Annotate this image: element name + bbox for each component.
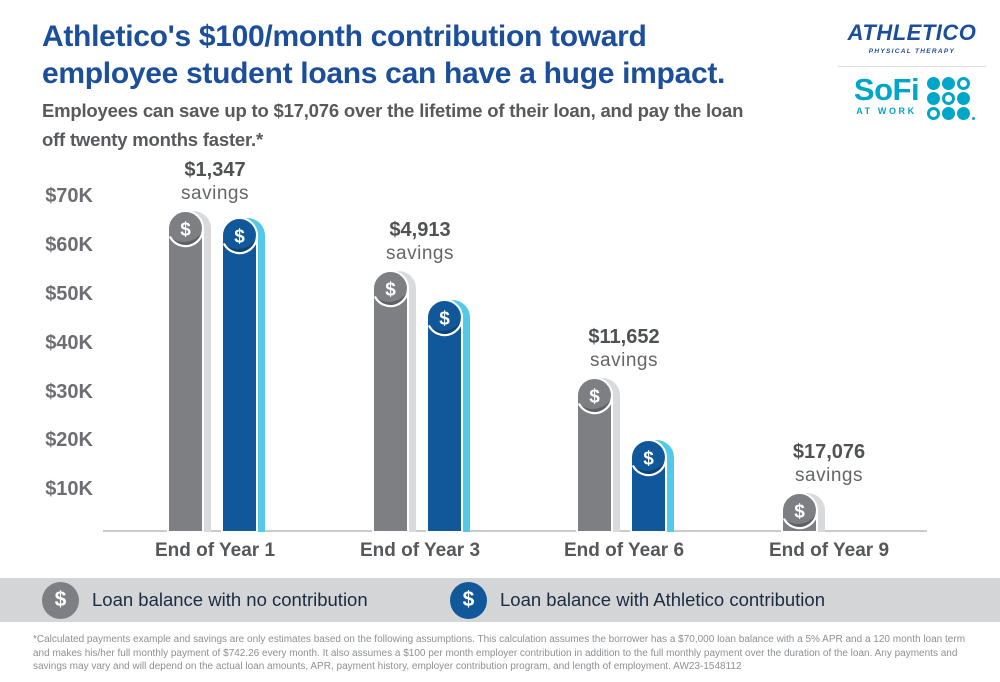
ring-icon bbox=[942, 92, 956, 105]
legend-label: Loan balance with Athletico contribution bbox=[500, 589, 825, 610]
y-tick: $10K bbox=[45, 478, 93, 501]
trademark-dot-icon bbox=[971, 116, 976, 120]
dot-icon bbox=[957, 92, 971, 105]
ring-icon bbox=[957, 77, 971, 90]
svg-text:$: $ bbox=[439, 309, 450, 330]
x-axis-line bbox=[103, 530, 927, 532]
savings-amount: $4,913 bbox=[389, 219, 451, 241]
bar-no-contribution-year-2: $ bbox=[576, 377, 620, 533]
bar-with-contribution-year-0: $ bbox=[221, 217, 265, 533]
sofi-wordmark-block: SoFi AT WORK bbox=[853, 72, 920, 116]
svg-text:$: $ bbox=[794, 502, 805, 523]
subtitle-line-1: Employees can save up to $17,076 over th… bbox=[42, 100, 744, 121]
savings-word: savings bbox=[795, 465, 863, 486]
dot-icon bbox=[942, 77, 956, 90]
title-line-2: employee student loans can have a huge i… bbox=[42, 57, 726, 90]
title-line-1: Athletico's $100/month contribution towa… bbox=[42, 20, 647, 53]
dot-icon bbox=[957, 107, 971, 120]
athletico-logo: ATHLETICO PHYSICAL THERAPY bbox=[836, 20, 988, 55]
bar-no-contribution-year-0: $ bbox=[167, 210, 211, 533]
x-axis-label: End of Year 9 bbox=[768, 540, 890, 561]
savings-label: $1,347 savings bbox=[135, 158, 295, 205]
dot-icon bbox=[927, 77, 941, 90]
savings-amount: $17,076 bbox=[792, 441, 866, 463]
y-tick: $30K bbox=[45, 380, 93, 403]
bar-with-contribution-year-1: $ bbox=[426, 299, 470, 533]
legend-label: Loan balance with no contribution bbox=[92, 589, 368, 610]
legend-item-no-contribution: $ Loan balance with no contribution bbox=[42, 578, 368, 622]
dollar-icon: $ bbox=[450, 581, 487, 619]
savings-label: $17,076 savings bbox=[749, 440, 909, 487]
sofi-wordmark: SoFi bbox=[853, 72, 920, 107]
x-axis-label: End of Year 3 bbox=[359, 540, 481, 561]
logo-divider bbox=[838, 66, 986, 67]
y-tick: $20K bbox=[45, 429, 93, 452]
savings-amount: $11,652 bbox=[588, 326, 660, 348]
chart-legend: $ Loan balance with no contribution $ Lo… bbox=[0, 578, 1000, 622]
dollar-icon: $ bbox=[42, 581, 79, 619]
savings-word: savings bbox=[386, 243, 454, 264]
y-tick: $60K bbox=[45, 234, 93, 257]
athletico-wordmark: ATHLETICO bbox=[847, 20, 977, 45]
savings-amount: $1,347 bbox=[184, 159, 246, 181]
footnote: *Calculated payments example and savings… bbox=[33, 634, 966, 672]
y-tick: $40K bbox=[45, 331, 93, 354]
y-tick: $70K bbox=[45, 185, 93, 208]
y-tick: $50K bbox=[45, 283, 93, 305]
x-axis-label: End of Year 6 bbox=[563, 540, 685, 561]
sofi-tagline: AT WORK bbox=[856, 106, 917, 116]
savings-label: $11,652 savings bbox=[544, 325, 704, 372]
bar-with-contribution-year-2: $ bbox=[630, 439, 674, 533]
subtitle-line-2: off twenty months faster.* bbox=[42, 129, 263, 150]
x-axis-label: End of Year 1 bbox=[154, 540, 276, 561]
legend-item-athletico-contribution: $ Loan balance with Athletico contributi… bbox=[450, 578, 825, 622]
dot-icon bbox=[927, 92, 941, 105]
logo-stack: ATHLETICO PHYSICAL THERAPY SoFi AT WORK bbox=[836, 20, 988, 120]
sofi-logo: SoFi AT WORK bbox=[836, 72, 988, 120]
savings-label: $4,913 savings bbox=[340, 218, 500, 265]
bar-no-contribution-year-3: $ bbox=[781, 492, 825, 533]
savings-word: savings bbox=[181, 183, 249, 204]
sofi-dots-grid bbox=[927, 77, 976, 120]
svg-text:$: $ bbox=[589, 387, 600, 408]
dot-icon bbox=[942, 107, 956, 120]
ring-icon bbox=[927, 107, 941, 120]
page-title: Athletico's $100/month contribution towa… bbox=[42, 18, 822, 92]
savings-word: savings bbox=[590, 350, 658, 371]
svg-text:$: $ bbox=[643, 449, 654, 470]
svg-text:$: $ bbox=[385, 280, 396, 301]
svg-text:$: $ bbox=[234, 227, 245, 248]
bar-no-contribution-year-1: $ bbox=[372, 270, 416, 533]
svg-text:$: $ bbox=[180, 220, 191, 241]
athletico-tagline: PHYSICAL THERAPY bbox=[868, 48, 956, 55]
page-subtitle: Employees can save up to $17,076 over th… bbox=[42, 96, 842, 154]
